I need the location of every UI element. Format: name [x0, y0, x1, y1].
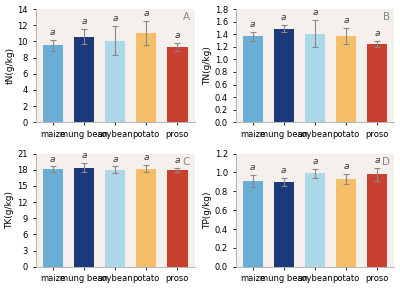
Bar: [367, 174, 388, 267]
Y-axis label: TN(g/kg): TN(g/kg): [203, 46, 212, 85]
Text: a: a: [281, 166, 286, 175]
Bar: [336, 179, 356, 267]
Text: a: a: [281, 13, 286, 22]
Bar: [43, 169, 63, 267]
Text: a: a: [112, 14, 118, 23]
Y-axis label: TK(g/kg): TK(g/kg): [6, 191, 14, 229]
Bar: [367, 44, 388, 122]
Bar: [105, 170, 125, 267]
Bar: [305, 34, 325, 122]
Bar: [242, 181, 263, 267]
Bar: [305, 173, 325, 267]
Text: a: a: [250, 164, 256, 173]
Text: D: D: [382, 157, 390, 167]
Text: a: a: [312, 157, 318, 166]
Text: a: a: [175, 156, 180, 165]
Bar: [274, 29, 294, 122]
Text: a: a: [50, 28, 56, 37]
Bar: [167, 170, 188, 267]
Text: A: A: [183, 12, 190, 23]
Bar: [105, 40, 125, 122]
Bar: [136, 33, 156, 122]
Text: a: a: [374, 156, 380, 165]
Bar: [136, 169, 156, 267]
Y-axis label: TP(g/kg): TP(g/kg): [203, 191, 212, 229]
Text: a: a: [343, 16, 349, 25]
Bar: [336, 36, 356, 122]
Bar: [274, 182, 294, 267]
Bar: [167, 47, 188, 122]
Bar: [43, 45, 63, 122]
Text: a: a: [343, 162, 349, 171]
Text: C: C: [182, 157, 190, 167]
Text: a: a: [81, 17, 87, 27]
Text: a: a: [144, 153, 149, 162]
Text: a: a: [175, 31, 180, 40]
Text: a: a: [144, 9, 149, 18]
Text: a: a: [50, 155, 56, 164]
Text: a: a: [312, 8, 318, 17]
Bar: [242, 36, 263, 122]
Text: a: a: [250, 20, 256, 29]
Y-axis label: tN(g/kg): tN(g/kg): [6, 47, 15, 84]
Text: a: a: [112, 155, 118, 164]
Text: a: a: [374, 29, 380, 38]
Text: a: a: [81, 151, 87, 160]
Bar: [74, 168, 94, 267]
Text: B: B: [382, 12, 390, 23]
Bar: [74, 37, 94, 122]
